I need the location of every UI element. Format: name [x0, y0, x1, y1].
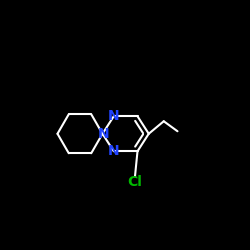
Text: Cl: Cl: [128, 175, 142, 189]
Text: N: N: [108, 109, 120, 123]
Text: N: N: [108, 144, 120, 158]
Text: N: N: [98, 127, 110, 141]
